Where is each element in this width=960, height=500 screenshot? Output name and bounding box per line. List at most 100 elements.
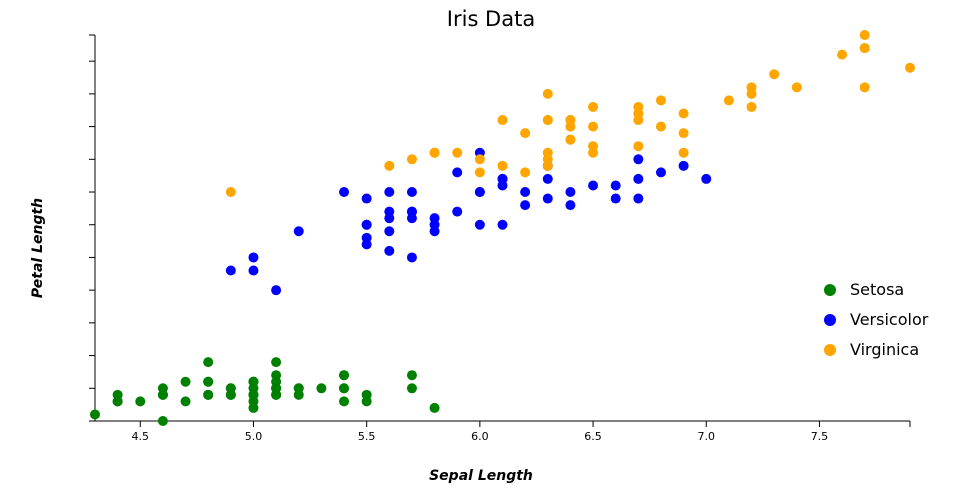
setosa-point (180, 396, 191, 407)
versicolor-point (384, 187, 395, 198)
versicolor-point (225, 265, 236, 276)
setosa-point (203, 389, 214, 400)
setosa-point (135, 396, 146, 407)
setosa-point (180, 376, 191, 387)
setosa-point (271, 376, 282, 387)
virginica-point (791, 82, 802, 93)
legend-label-versicolor: Versicolor (850, 310, 929, 329)
versicolor-point (339, 187, 350, 198)
setosa-point (339, 383, 350, 394)
versicolor-point (633, 154, 644, 165)
x-tick-label: 6.0 (471, 430, 489, 443)
versicolor-point (520, 200, 531, 211)
versicolor-point (633, 173, 644, 184)
virginica-point (859, 43, 870, 54)
setosa-point (203, 357, 214, 368)
virginica-point (225, 187, 236, 198)
versicolor-point (271, 285, 282, 296)
virginica-point (678, 147, 689, 158)
virginica-point (588, 121, 599, 132)
legend-marker-virginica (824, 344, 836, 356)
virginica-point (565, 121, 576, 132)
virginica-point (837, 49, 848, 60)
virginica-point (588, 101, 599, 112)
legend-label-virginica: Virginica (850, 340, 919, 359)
versicolor-point (429, 219, 440, 230)
virginica-point (474, 154, 485, 165)
virginica-point (497, 115, 508, 126)
virginica-point (678, 128, 689, 139)
setosa-point (203, 376, 214, 387)
virginica-point (723, 95, 734, 106)
setosa-point (157, 416, 168, 426)
virginica-point (565, 134, 576, 145)
setosa-point (157, 389, 168, 400)
setosa-point (271, 357, 282, 368)
versicolor-point (474, 187, 485, 198)
versicolor-point (406, 213, 417, 224)
x-tick-label: 7.0 (698, 430, 716, 443)
versicolor-point (542, 173, 553, 184)
virginica-point (769, 69, 780, 80)
legend-marker-versicolor (824, 314, 836, 326)
virginica-point (452, 147, 463, 158)
setosa-point (406, 383, 417, 394)
versicolor-point (361, 193, 372, 204)
versicolor-point (588, 180, 599, 191)
axes (89, 34, 911, 427)
x-tick-label: 6.5 (584, 430, 602, 443)
virginica-point (542, 154, 553, 165)
data-points (90, 30, 915, 426)
x-tick-label: 7.5 (811, 430, 829, 443)
versicolor-point (565, 187, 576, 198)
y-axis-label: Petal Length (30, 198, 46, 298)
virginica-point (406, 154, 417, 165)
versicolor-point (655, 167, 666, 178)
versicolor-point (610, 193, 621, 204)
setosa-point (293, 383, 304, 394)
legend-marker-setosa (824, 284, 836, 296)
versicolor-point (474, 219, 485, 230)
virginica-point (859, 82, 870, 93)
versicolor-point (452, 206, 463, 217)
virginica-point (497, 160, 508, 171)
versicolor-point (497, 219, 508, 230)
virginica-point (746, 101, 757, 112)
versicolor-point (384, 245, 395, 256)
versicolor-point (497, 180, 508, 191)
versicolor-point (452, 167, 463, 178)
virginica-point (520, 128, 531, 139)
versicolor-point (406, 252, 417, 263)
versicolor-point (610, 180, 621, 191)
versicolor-point (248, 252, 259, 263)
virginica-point (859, 30, 870, 40)
versicolor-point (542, 193, 553, 204)
versicolor-point (361, 219, 372, 230)
virginica-point (746, 88, 757, 99)
x-tick-label: 4.5 (132, 430, 150, 443)
versicolor-point (678, 160, 689, 171)
chart-title: Iris Data (447, 7, 535, 31)
versicolor-point (406, 187, 417, 198)
setosa-point (225, 389, 236, 400)
setosa-point (361, 396, 372, 407)
virginica-point (678, 108, 689, 119)
virginica-point (542, 115, 553, 126)
setosa-point (339, 370, 350, 381)
setosa-point (248, 376, 259, 387)
versicolor-point (633, 193, 644, 204)
legend: Setosa Versicolor Virginica (824, 280, 929, 359)
x-tick-label: 5.5 (358, 430, 376, 443)
versicolor-point (384, 226, 395, 237)
versicolor-point (361, 239, 372, 250)
virginica-point (905, 62, 915, 73)
versicolor-point (248, 265, 259, 276)
x-axis-label: Sepal Length (429, 468, 533, 484)
virginica-point (633, 141, 644, 152)
x-tick-label: 5.0 (245, 430, 263, 443)
versicolor-point (701, 173, 712, 184)
versicolor-point (384, 206, 395, 217)
virginica-point (655, 121, 666, 132)
versicolor-point (565, 200, 576, 211)
